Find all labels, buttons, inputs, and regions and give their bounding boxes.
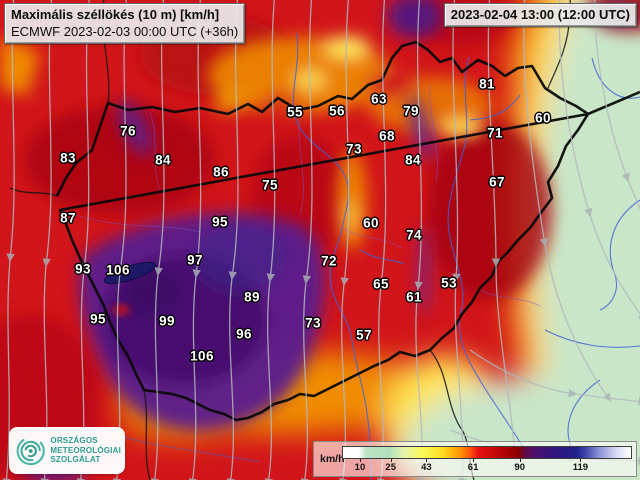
legend-tick-mark (359, 459, 361, 462)
wind-gust-value: 73 (305, 315, 321, 331)
legend-tick-label: 43 (421, 462, 432, 473)
wind-gust-value: 97 (187, 252, 203, 268)
wind-gust-value: 68 (379, 128, 395, 144)
valid-time-box: 2023-02-04 13:00 (12:00 UTC) (443, 3, 637, 27)
spiral-logo-icon (16, 436, 45, 465)
wind-gust-value: 76 (120, 123, 136, 139)
wind-gust-value: 75 (262, 177, 278, 193)
legend-tick-label: 119 (572, 462, 589, 473)
legend-tick-mark (473, 459, 475, 462)
wind-gust-value: 60 (535, 110, 551, 126)
legend-unit-label: km/h (320, 453, 345, 465)
wind-gust-value: 53 (441, 275, 457, 291)
wind-gust-value: 67 (489, 174, 505, 190)
wind-gust-value: 56 (329, 103, 345, 119)
wind-gust-value: 87 (60, 210, 76, 226)
wind-gust-value: 57 (356, 327, 372, 343)
wind-gust-value: 96 (236, 326, 252, 342)
met-service-logo: ORSZÁGOS METEOROLÓGIAI SZOLGÁLAT (9, 427, 125, 474)
color-scale-legend: km/h 10 25 43 61 90 119 (313, 441, 637, 477)
legend-color-bar (342, 446, 632, 459)
legend-tick-mark (519, 459, 521, 462)
title-box: Maximális széllökés (10 m) [km/h] ECMWF … (4, 3, 246, 44)
legend-tick-mark (426, 459, 428, 462)
wind-gust-value: 61 (406, 289, 422, 305)
wind-gust-value: 74 (406, 227, 422, 243)
valid-time-label: 2023-02-04 13:00 (12:00 UTC) (450, 7, 630, 22)
wind-gust-value: 84 (155, 152, 171, 168)
wind-gust-value: 106 (106, 262, 130, 278)
wind-gust-value: 73 (346, 141, 362, 157)
wind-gust-value: 95 (212, 214, 228, 230)
wind-gust-value: 65 (373, 276, 389, 292)
wind-gust-value: 95 (90, 311, 106, 327)
legend-tick-mark (390, 459, 392, 462)
wind-gust-value: 81 (479, 76, 495, 92)
wind-gust-value: 71 (487, 125, 503, 141)
legend-tick-labels: 10 25 43 61 90 119 (342, 459, 632, 475)
legend-tick-label: 90 (514, 462, 526, 473)
wind-gust-value: 99 (159, 313, 175, 329)
wind-gust-value: 83 (60, 150, 76, 166)
wind-gust-value: 60 (363, 215, 379, 231)
org-name: ORSZÁGOS METEOROLÓGIAI SZOLGÁLAT (50, 436, 121, 465)
legend-tick-mark (580, 459, 582, 462)
legend-tick-label: 10 (354, 462, 366, 473)
legend-tick-label: 25 (385, 462, 397, 473)
map-title: Maximális széllökés (10 m) [km/h] (11, 7, 220, 22)
wind-gust-value: 89 (244, 289, 260, 305)
wind-gust-value: 55 (287, 104, 303, 120)
model-run-label: ECMWF 2023-02-03 00:00 UTC (+36h) (11, 24, 239, 39)
wind-gust-value: 86 (213, 164, 229, 180)
wind-gust-value: 84 (405, 152, 421, 168)
legend-tick-label: 61 (467, 462, 479, 473)
wind-gust-value: 93 (75, 261, 91, 277)
wind-gust-value: 72 (321, 253, 337, 269)
wind-gust-value: 63 (371, 91, 387, 107)
wind-gust-value: 106 (190, 348, 214, 364)
wind-gust-value: 79 (403, 103, 419, 119)
